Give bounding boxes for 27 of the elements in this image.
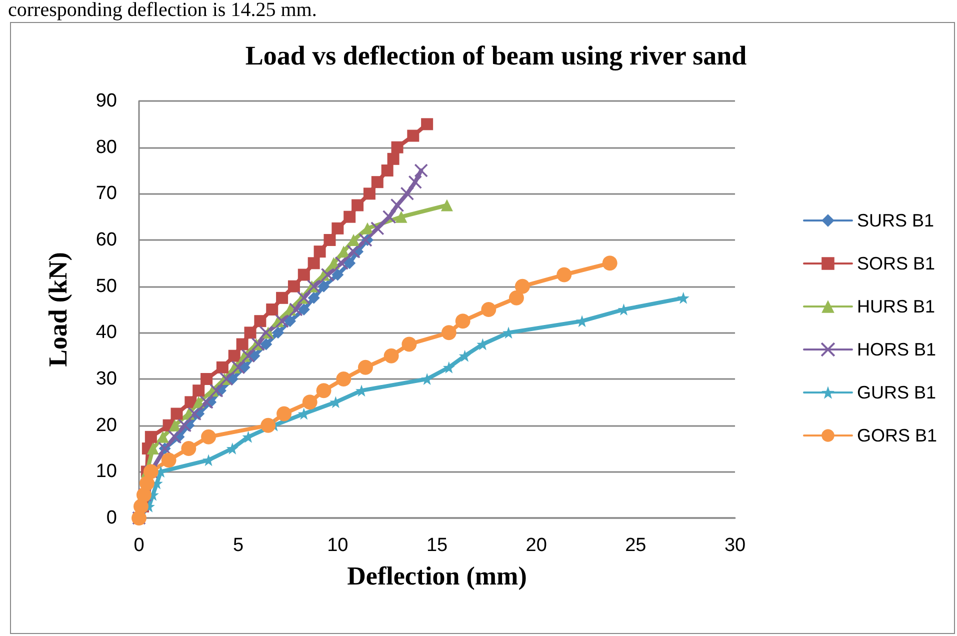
x-tick-label: 25 [625, 535, 646, 556]
y-tick-label: 90 [96, 90, 117, 112]
x-tick-label: 5 [233, 535, 244, 556]
x-axis-title: Deflection (mm) [347, 562, 527, 590]
y-tick-label: 0 [106, 508, 117, 528]
y-tick-label: 70 [96, 183, 117, 204]
legend-label: SURS B1 [856, 210, 934, 230]
y-tick-label: 80 [96, 136, 117, 158]
chart-title: Load vs deflection of beam using river sand [245, 40, 747, 70]
legend-label: HURS B1 [856, 296, 936, 316]
legend-label: GURS B1 [856, 382, 936, 402]
y-tick-label: 20 [96, 414, 117, 436]
legend-label: SORS B1 [856, 254, 936, 274]
x-tick-label: 10 [327, 535, 348, 556]
legend-label: HORS B1 [856, 340, 936, 360]
legend-label: GORS B1 [856, 426, 938, 446]
x-tick-label: 15 [426, 535, 448, 556]
y-axis-title: Load (kN) [44, 252, 72, 367]
y-tick-label: 50 [96, 276, 117, 297]
x-tick-label: 20 [526, 535, 547, 556]
y-tick-label: 10 [96, 461, 117, 482]
x-tick-label: 0 [134, 535, 144, 556]
text: corresponding deflection is 14.25 mm. [8, 0, 317, 21]
y-tick-label: 40 [96, 322, 117, 344]
y-tick-label: 30 [96, 368, 117, 390]
y-tick-label: 60 [96, 230, 117, 250]
x-tick-label: 30 [724, 535, 746, 556]
